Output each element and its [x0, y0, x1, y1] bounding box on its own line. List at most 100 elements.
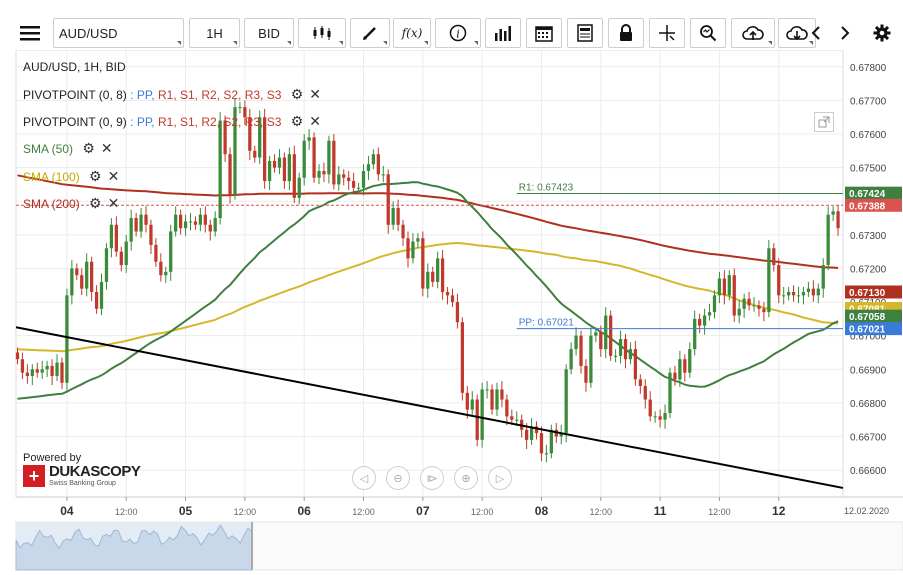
pivot1-pp: PP,: [136, 88, 155, 102]
level-label-pp: PP: 0.67021: [519, 318, 574, 329]
price-tag: [845, 186, 902, 200]
candle-body: [124, 241, 128, 266]
candle-body: [836, 211, 840, 229]
candle-body: [327, 140, 331, 175]
crosshair-button[interactable]: [649, 18, 685, 48]
hamburger-icon[interactable]: [12, 18, 48, 48]
candle-body: [75, 268, 79, 276]
x-tick-label: 12: [772, 504, 786, 518]
candle-body: [613, 355, 618, 357]
report-button[interactable]: [567, 18, 603, 48]
candle-body: [510, 416, 514, 420]
zoom-out-button[interactable]: ⊖: [386, 466, 410, 490]
candle-body: [30, 369, 34, 377]
candle-body: [198, 214, 203, 225]
triangle-left-icon: ◁: [359, 472, 369, 485]
chart-title: AUD/USD, 1H, BID: [23, 60, 126, 74]
scroll-right-button[interactable]: [834, 18, 856, 48]
candle-body: [717, 278, 722, 296]
gear-icon[interactable]: ⚙: [290, 113, 304, 129]
scroll-forward-button[interactable]: ▷: [488, 466, 512, 490]
gear-icon[interactable]: ⚙: [290, 86, 304, 102]
indicators-button[interactable]: f(x): [393, 18, 431, 48]
volume-button[interactable]: [485, 18, 521, 48]
candle-body: [381, 174, 385, 176]
candle-body: [342, 174, 346, 178]
candle-body: [263, 117, 267, 182]
info-button[interactable]: i: [435, 18, 481, 48]
candle-body: [475, 399, 479, 440]
candle-body: [287, 154, 291, 182]
candle-body: [515, 419, 519, 421]
y-tick-label: 0.67000: [850, 332, 887, 343]
candle-body: [174, 214, 178, 232]
legend-pivot2: PIVOTPOINT (0, 9) : PP, R1, S1, R2, S2, …: [23, 113, 321, 130]
triangle-right-icon: ▷: [495, 472, 505, 485]
candle-body: [218, 120, 222, 219]
symbol-selector[interactable]: AUD/USD: [53, 18, 184, 48]
zoom-button[interactable]: [690, 18, 726, 48]
pivot1-levels: R1, S1, R2, S2, R3, S3: [157, 88, 282, 102]
timeframe-label: 1H: [206, 25, 223, 41]
lock-button[interactable]: [608, 18, 644, 48]
y-tick-label: 0.66600: [850, 466, 887, 477]
pivot2-name: PIVOTPOINT (0, 9): [23, 115, 127, 129]
y-tick-label: 0.66800: [850, 399, 887, 410]
candle-body: [589, 335, 593, 383]
candle-body: [45, 365, 49, 370]
candle-body: [277, 157, 282, 168]
candle-body: [70, 268, 74, 296]
close-icon[interactable]: ✕: [309, 86, 322, 102]
candle-body: [322, 170, 326, 175]
symbol-label: AUD/USD: [59, 25, 118, 41]
chart-area[interactable]: R1: 0.67423 PP: 0.67021 0.67800 0.67700 0.67…: [0, 50, 903, 575]
price-side-selector[interactable]: BID: [244, 18, 294, 48]
gear-icon[interactable]: ⚙: [82, 140, 95, 156]
download-button[interactable]: [778, 18, 816, 48]
candle-body: [213, 218, 217, 232]
drawing-tool-button[interactable]: [350, 18, 390, 48]
price-chart[interactable]: R1: 0.67423 PP: 0.67021 0.67800 0.67700 0.67…: [0, 50, 903, 575]
candle-body: [25, 372, 30, 377]
x-tick-label: 12:00: [590, 507, 613, 517]
candle-body: [648, 399, 652, 417]
upload-button[interactable]: [731, 18, 775, 48]
candle-body: [752, 305, 756, 307]
calendar-button[interactable]: [526, 18, 562, 48]
gear-icon[interactable]: ⚙: [89, 168, 102, 184]
expand-button[interactable]: [814, 112, 834, 132]
candle-body: [396, 207, 400, 225]
candle-body: [727, 275, 731, 296]
reset-view-button[interactable]: ⧐: [420, 466, 444, 490]
candle-body: [40, 369, 44, 373]
candle-body: [248, 117, 252, 151]
candle-body: [188, 221, 193, 223]
candle-body: [801, 291, 806, 296]
candle-body: [599, 332, 603, 350]
sma200-label: SMA (200): [23, 197, 80, 211]
candle-body: [99, 281, 104, 309]
candle-body: [668, 372, 672, 413]
candle-body: [791, 291, 796, 296]
close-icon[interactable]: ✕: [107, 195, 120, 211]
x-tick-label: 05: [179, 504, 193, 518]
close-icon[interactable]: ✕: [309, 113, 322, 129]
candle-body: [208, 224, 212, 232]
dukascopy-logo[interactable]: + DUKASCOPY Swiss Banking Group: [23, 463, 143, 491]
price-tag-label: 0.67388: [849, 201, 886, 212]
candle-body: [796, 295, 801, 297]
timeframe-selector[interactable]: 1H: [189, 18, 240, 48]
settings-button[interactable]: [869, 18, 895, 48]
toolbar: AUD/USD 1H BID f(x) i: [12, 16, 902, 48]
candle-body: [60, 362, 64, 383]
scroll-left-button[interactable]: [805, 18, 827, 48]
gear-icon[interactable]: ⚙: [89, 195, 102, 211]
pivot1-name: PIVOTPOINT (0, 8): [23, 88, 127, 102]
close-icon[interactable]: ✕: [107, 168, 120, 184]
zoom-in-button[interactable]: ⊕: [454, 466, 478, 490]
candle-body: [623, 339, 628, 360]
chart-type-button[interactable]: [298, 18, 346, 48]
scroll-back-button[interactable]: ◁: [352, 466, 376, 490]
close-icon[interactable]: ✕: [100, 140, 113, 156]
expand-icon: [818, 116, 830, 128]
